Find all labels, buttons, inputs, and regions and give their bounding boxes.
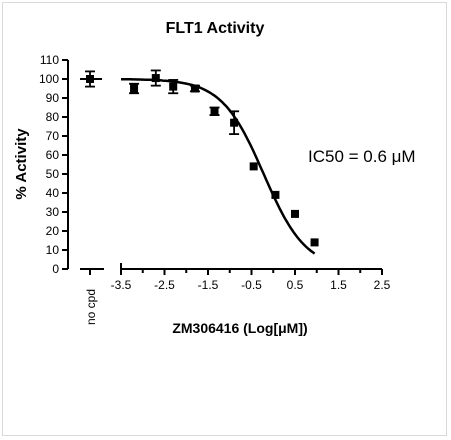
y-tick-label: 0 xyxy=(52,262,59,276)
y-tick-label: 60 xyxy=(46,148,60,162)
x-tick-label: -2.5 xyxy=(154,278,175,292)
data-point xyxy=(310,238,319,247)
data-point xyxy=(291,209,299,218)
data-point xyxy=(210,107,219,116)
data-point xyxy=(271,190,280,199)
chart-frame xyxy=(2,2,447,436)
control-label: no cpd xyxy=(84,289,98,325)
data-point xyxy=(151,74,160,83)
fit-curve-layer xyxy=(121,77,316,255)
y-tick-label: 40 xyxy=(46,186,60,200)
y-tick-label: 110 xyxy=(40,53,59,67)
y-tick-label: 50 xyxy=(46,167,60,181)
y-tick-label: 100 xyxy=(39,72,59,86)
y-tick-label: 70 xyxy=(46,129,60,143)
x-tick-label: 0.5 xyxy=(287,278,304,292)
data-point xyxy=(130,84,139,93)
chart-title: FLT1 Activity xyxy=(166,20,265,37)
axes: 0 10 20 30 40 50 60 70 80 90 100 110 -3.5 -2.5 -1.5 -0.… xyxy=(39,53,391,292)
y-axis-label: % Activity xyxy=(13,128,30,200)
data-point xyxy=(190,84,199,93)
y-tick-label: 30 xyxy=(46,205,60,219)
x-tick-label: -0.5 xyxy=(241,278,262,292)
control-data-point xyxy=(86,75,94,83)
y-tick-label: 20 xyxy=(46,224,60,238)
x-tick-label: 2.5 xyxy=(374,278,391,292)
x-tick-label: -1.5 xyxy=(198,278,219,292)
x-tick-label: -3.5 xyxy=(111,278,132,292)
data-point xyxy=(169,82,178,91)
data-point xyxy=(249,162,258,171)
fit-curve xyxy=(121,77,316,255)
x-tick-label: 1.5 xyxy=(330,278,347,292)
data-points-layer xyxy=(80,69,319,247)
y-tick-label: 10 xyxy=(46,243,60,257)
x-axis-label: ZM306416 (Log[μM]) xyxy=(172,320,307,336)
y-tick-label: 90 xyxy=(46,91,60,105)
ic50-annotation: IC50 = 0.6 μM xyxy=(308,147,416,166)
y-tick-label: 80 xyxy=(46,110,60,124)
data-point xyxy=(230,118,239,127)
